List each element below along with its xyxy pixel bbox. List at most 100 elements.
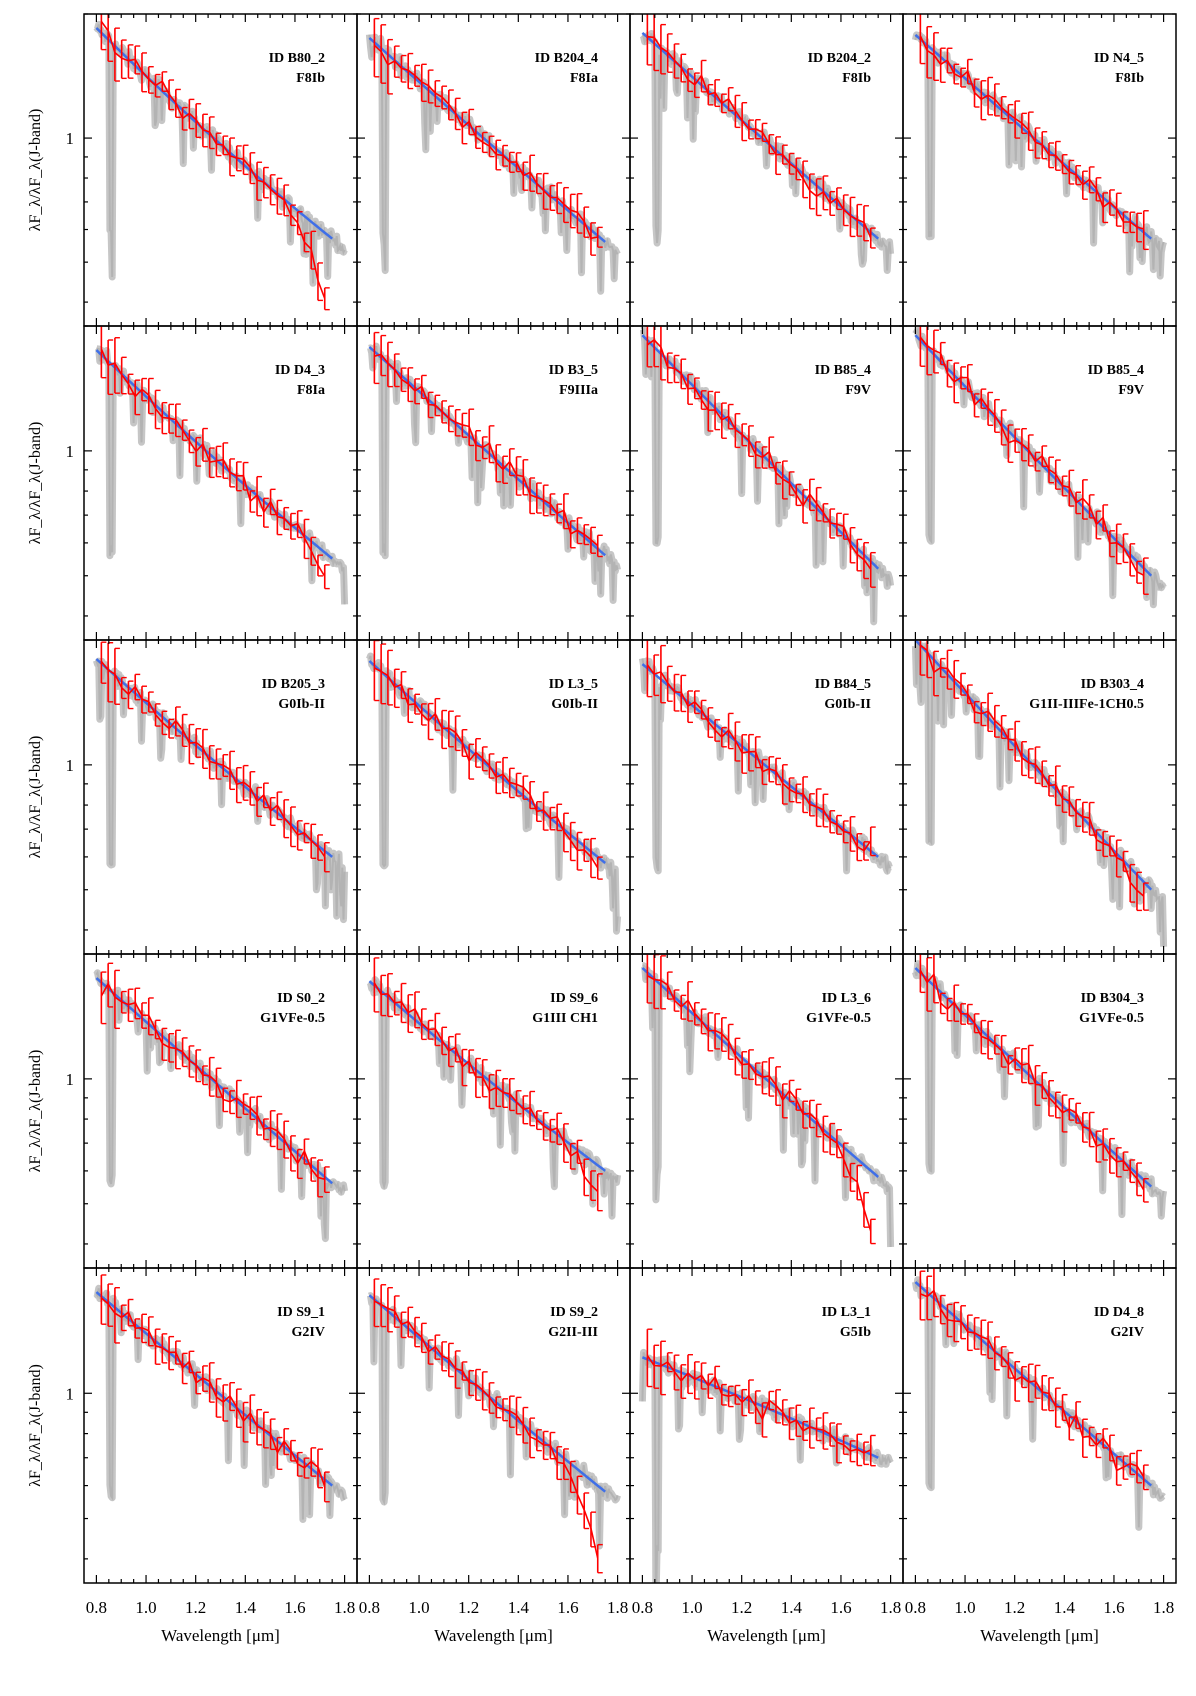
observed-photometry: [646, 14, 876, 249]
observed-photometry: [646, 1328, 876, 1467]
panel-12: ID B303_4 G1II-IIIFe-1CH0.5: [902, 639, 1177, 955]
panel-object-id: ID B85_4: [1088, 363, 1144, 378]
panel-spectral-type: G2IV: [1111, 1325, 1144, 1340]
panel-spectral-type: G0Ib-II: [278, 697, 325, 712]
observed-photometry-line: [919, 336, 1145, 576]
panel-plot-area: [912, 326, 1167, 609]
x-tick-label: 1.0: [954, 1598, 975, 1617]
x-tick-label: 1.2: [185, 1598, 206, 1617]
panel-spectral-type: F8Ib: [842, 71, 871, 86]
panel-spectral-type: G5Ib: [840, 1325, 871, 1340]
y-tick-label: 1: [66, 129, 75, 148]
x-axis-title: Wavelength [μm]: [980, 1626, 1099, 1645]
panel-spectral-type: F8Ib: [1115, 71, 1144, 86]
panel-plot-area: [640, 326, 895, 626]
observed-photometry-line: [100, 982, 325, 1180]
x-tick-label: 1.4: [781, 1598, 803, 1617]
panel-10: ID L3_5 G0Ib-II: [356, 639, 631, 955]
observed-photometry-line: [373, 44, 598, 240]
panel-plot-area: [638, 640, 893, 875]
panel-11: ID B84_5 G0Ib-II: [629, 639, 904, 955]
panel-spectral-type: F9V: [1118, 383, 1144, 398]
panel-spectral-type: F9IIIa: [559, 383, 598, 398]
observed-photometry-line: [374, 667, 599, 869]
observed-photometry-line: [919, 35, 1144, 230]
panel-plot-area: [911, 640, 1168, 947]
panel-13: ID S0_2 G1VFe-0.5: [83, 953, 358, 1269]
observed-photometry: [919, 640, 1149, 912]
observed-photometry-line: [647, 975, 872, 1232]
observed-photometry-line: [100, 21, 326, 299]
panel-plot-area: [912, 954, 1168, 1220]
panel-plot-area: [911, 1268, 1166, 1531]
panel-9: ID B205_3 G0Ib-II: [83, 639, 358, 955]
panel-17: ID S9_1 G2IV: [83, 1267, 358, 1584]
x-tick-label: 1.8: [334, 1598, 355, 1617]
observed-photometry-line: [100, 1297, 326, 1487]
model-spectrum-core: [914, 963, 1165, 1217]
model-spectrum-core: [641, 1351, 892, 1583]
observed-photometry: [919, 1268, 1149, 1491]
panel-plot-area: [639, 14, 895, 274]
observed-photometry-line: [920, 1289, 1145, 1478]
panel-spectral-type: F8Ia: [297, 383, 325, 398]
y-tick-label: 1: [66, 1070, 75, 1089]
panel-object-id: ID S9_6: [550, 991, 598, 1006]
panel-19: ID L3_1 G5Ib: [629, 1267, 904, 1584]
x-tick-label: 1.2: [731, 1598, 752, 1617]
x-tick-label: 1.6: [557, 1598, 578, 1617]
panel-object-id: ID B85_4: [815, 363, 871, 378]
panel-plot-area: [93, 641, 349, 924]
panel-spectral-type: G2IV: [292, 1325, 325, 1340]
model-spectrum-core: [642, 964, 892, 1248]
y-axis-title: λF_λ/λF_λ(J-band): [27, 1050, 44, 1173]
model-spectrum-core: [95, 660, 346, 920]
x-tick-label: 1.0: [135, 1598, 156, 1617]
x-axis-title: Wavelength [μm]: [707, 1626, 826, 1645]
panel-object-id: ID S9_2: [550, 1305, 598, 1320]
panel-plot-area: [367, 331, 621, 604]
x-tick-label: 1.6: [830, 1598, 851, 1617]
panel-object-id: ID D4_3: [275, 363, 325, 378]
panel-spectral-type: G2II-III: [548, 1325, 598, 1340]
x-tick-label: 1.6: [1103, 1598, 1124, 1617]
x-tick-label: 1.8: [880, 1598, 901, 1617]
panel-object-id: ID S0_2: [277, 991, 325, 1006]
x-tick-label: 0.8: [905, 1598, 926, 1617]
x-tick-label: 1.6: [284, 1598, 305, 1617]
panel-spectral-type: G0Ib-II: [551, 697, 598, 712]
panel-spectral-type: G1VFe-0.5: [806, 1011, 871, 1026]
x-tick-label: 1.4: [235, 1598, 257, 1617]
observed-photometry: [919, 326, 1149, 595]
x-tick-label: 0.8: [86, 1598, 107, 1617]
panel-object-id: ID B304_3: [1081, 991, 1144, 1006]
panel-4: ID N4_5 F8Ib: [902, 13, 1177, 327]
panel-object-id: ID L3_1: [822, 1305, 871, 1320]
panel-18: ID S9_2 G2II-III: [356, 1267, 631, 1584]
panel-plot-area: [911, 14, 1167, 280]
observed-photometry: [100, 1274, 330, 1503]
observed-photometry-line: [647, 35, 872, 239]
panel-spectral-type: G1VFe-0.5: [1079, 1011, 1144, 1026]
panel-spectral-type: G1III CH1: [532, 1011, 598, 1026]
observed-photometry: [373, 17, 603, 256]
panel-spectral-type: F8Ia: [570, 71, 598, 86]
smoothed-model-line: [641, 663, 879, 858]
panel-object-id: ID N4_5: [1094, 51, 1144, 66]
observed-photometry: [646, 326, 876, 588]
observed-photometry: [646, 640, 876, 862]
observed-photometry: [919, 954, 1149, 1203]
observed-photometry-line: [919, 644, 1145, 897]
panel-plot-area: [93, 962, 349, 1243]
panel-spectral-type: G1VFe-0.5: [260, 1011, 325, 1026]
observed-photometry: [100, 641, 330, 873]
panel-plot-area: [94, 326, 349, 605]
panel-object-id: ID L3_6: [822, 991, 871, 1006]
model-spectrum-line: [640, 962, 895, 1248]
panel-20: ID D4_8 G2IV: [902, 1267, 1177, 1584]
observed-photometry-line: [646, 664, 872, 852]
panel-1: ID B80_2 F8Ib: [83, 13, 358, 327]
observed-photometry-line: [100, 348, 326, 577]
